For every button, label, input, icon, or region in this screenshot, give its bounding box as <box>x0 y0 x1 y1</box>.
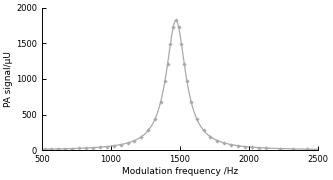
X-axis label: Modulation frequency /Hz: Modulation frequency /Hz <box>122 167 238 176</box>
Y-axis label: PA signal/μU: PA signal/μU <box>4 51 13 107</box>
